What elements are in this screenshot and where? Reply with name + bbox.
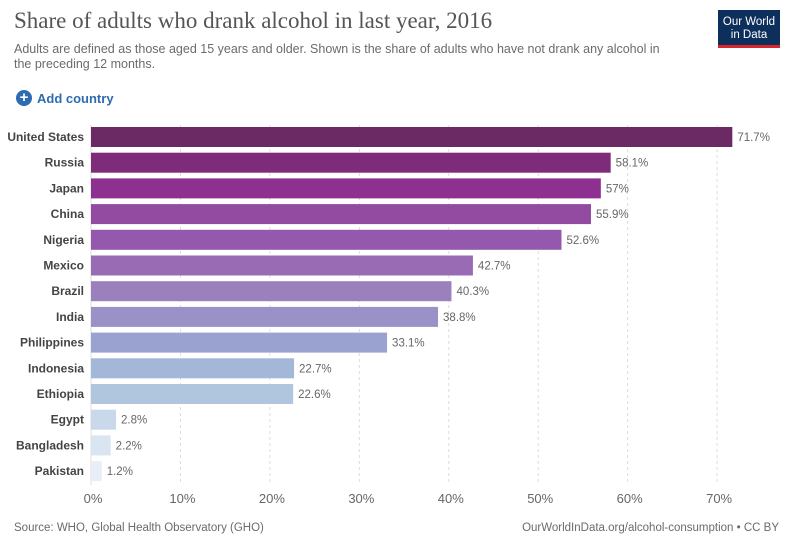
x-tick-label: 0%: [84, 491, 103, 506]
bar: [91, 461, 102, 482]
value-label: 40.3%: [456, 286, 489, 298]
category-label: Brazil: [51, 284, 84, 298]
bar: [91, 358, 295, 379]
owid-logo[interactable]: Our World in Data: [718, 10, 780, 48]
add-country-label: Add country: [37, 90, 114, 106]
source-note: Source: WHO, Global Health Observatory (…: [14, 522, 264, 534]
x-tick-label: 20%: [259, 491, 285, 506]
value-label: 55.9%: [596, 209, 629, 221]
bar: [91, 332, 388, 353]
logo-line-2: in Data: [730, 29, 768, 41]
category-label: Philippines: [20, 336, 84, 350]
x-tick-label: 10%: [169, 491, 195, 506]
value-label: 1.2%: [107, 466, 133, 478]
bar: [91, 178, 601, 199]
category-label: Japan: [49, 181, 84, 195]
category-label: China: [51, 207, 85, 221]
x-tick-label: 70%: [706, 491, 732, 506]
value-label: 33.1%: [392, 338, 425, 350]
logo-line-1: Our World: [722, 16, 776, 28]
category-label: Indonesia: [28, 361, 84, 375]
bar: [91, 384, 294, 404]
category-label: United States: [7, 130, 84, 144]
chart-title: Share of adults who drank alcohol in las…: [14, 8, 493, 33]
x-tick-label: 50%: [527, 491, 553, 506]
value-label: 57%: [606, 183, 629, 195]
category-label: Russia: [45, 156, 85, 170]
bar: [91, 409, 117, 430]
plus-circle-icon: +: [16, 90, 32, 106]
add-country-button[interactable]: + Add country: [16, 89, 114, 107]
x-tick-label: 60%: [617, 491, 643, 506]
bar: [91, 204, 591, 225]
bar: [91, 255, 473, 276]
bar: [91, 306, 439, 327]
value-label: 2.8%: [121, 415, 147, 427]
credit-link[interactable]: OurWorldInData.org/alcohol-consumption •…: [522, 522, 779, 534]
value-label: 22.7%: [299, 363, 332, 375]
value-label: 58.1%: [616, 158, 649, 170]
category-label: India: [56, 310, 84, 324]
value-label: 52.6%: [566, 235, 599, 247]
x-tick-label: 40%: [438, 491, 464, 506]
value-label: 2.2%: [116, 440, 142, 452]
category-label: Nigeria: [43, 233, 84, 247]
bar: [91, 152, 611, 173]
category-label: Bangladesh: [16, 438, 84, 452]
bar: [91, 229, 562, 250]
value-label: 22.6%: [298, 389, 331, 401]
category-label: Pakistan: [35, 464, 84, 478]
x-tick-label: 30%: [348, 491, 374, 506]
category-label: Egypt: [51, 413, 84, 427]
category-label: Mexico: [43, 259, 84, 273]
bar: [91, 281, 452, 302]
chart-subtitle: Adults are defined as those aged 15 year…: [14, 42, 660, 71]
bar: [91, 127, 733, 147]
value-label: 42.7%: [478, 261, 511, 273]
bar: [91, 435, 111, 456]
category-label: Ethiopia: [37, 387, 85, 401]
value-label: 38.8%: [443, 312, 476, 324]
value-label: 71.7%: [737, 132, 770, 144]
